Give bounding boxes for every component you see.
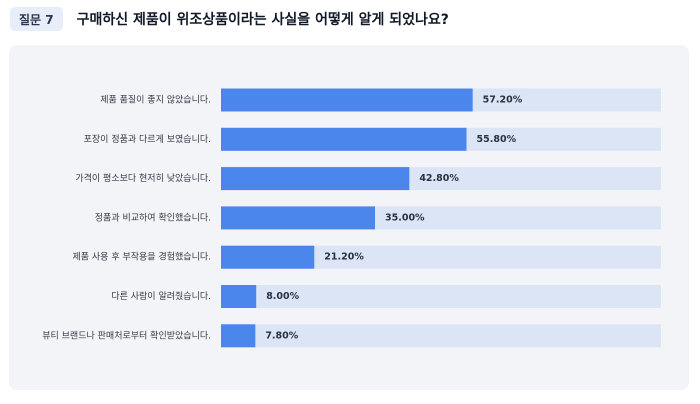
value-label: 42.80% (419, 173, 459, 184)
category-label: 제품 품질이 좋지 않았습니다. (100, 94, 211, 106)
bar-chart: 제품 품질이 좋지 않았습니다. 57.20% 포장이 정품과 다르게 보였습니다.… (42, 88, 661, 348)
value-label: 21.20% (324, 252, 364, 263)
category-label: 정품과 비교하여 확인했습니다. (95, 211, 211, 223)
question-header: 질문 7 구매하신 제품이 위조상품이라는 사실을 어떻게 알게 되었나요? (10, 6, 449, 32)
bar-track (221, 245, 661, 269)
bar (221, 127, 467, 151)
bar-track (221, 324, 661, 348)
value-label: 55.80% (477, 134, 517, 145)
value-label: 57.20% (483, 95, 523, 106)
bar-track (221, 285, 661, 308)
bar (221, 245, 315, 269)
bar (221, 167, 410, 191)
bar (221, 88, 473, 112)
bar (221, 324, 256, 348)
question-title: 구매하신 제품이 위조상품이라는 사실을 어떻게 알게 되었나요? (76, 12, 449, 28)
bar (221, 285, 257, 308)
category-label: 다른 사람이 알려줬습니다. (111, 290, 211, 302)
chart-panel: 제품 품질이 좋지 않았습니다. 57.20% 포장이 정품과 다르게 보였습니다.… (9, 45, 689, 390)
category-label: 포장이 정품과 다르게 보였습니다. (84, 134, 211, 145)
category-label: 제품 사용 후 부작용을 경험했습니다. (72, 251, 211, 263)
category-label: 가격이 평소보다 현저히 낮았습니다. (75, 172, 211, 184)
question-number-badge: 질문 7 (10, 7, 63, 31)
bar (221, 206, 375, 230)
value-label: 7.80% (265, 330, 298, 341)
value-label: 35.00% (385, 212, 425, 223)
value-label: 8.00% (266, 291, 299, 302)
category-label: 뷰티 브랜드나 판매처로부터 확인받았습니다. (42, 329, 211, 341)
